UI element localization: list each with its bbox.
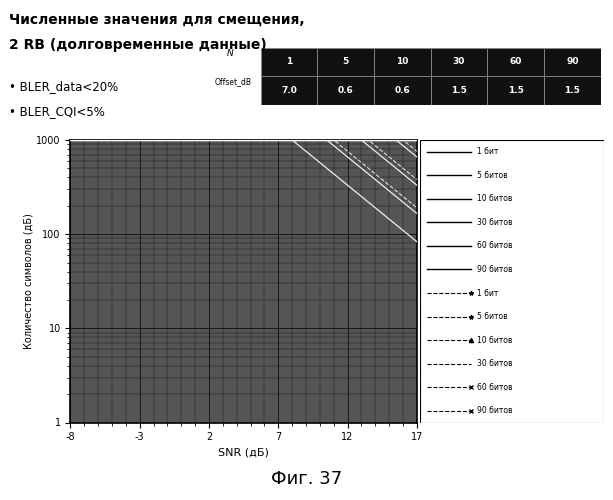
Bar: [430, 48, 487, 76]
Text: 30 битов: 30 битов: [477, 359, 512, 368]
Text: 2 RB (долговременные данные): 2 RB (долговременные данные): [9, 38, 267, 52]
Text: • BLER_data<20%: • BLER_data<20%: [9, 80, 118, 93]
Text: 1 бит: 1 бит: [477, 288, 498, 298]
Bar: [318, 76, 374, 105]
Text: Фиг. 37: Фиг. 37: [271, 470, 342, 488]
Text: 30 битов: 30 битов: [477, 218, 512, 227]
X-axis label: SNR (дБ): SNR (дБ): [218, 448, 269, 458]
Text: 90: 90: [566, 58, 579, 66]
Text: 60 битов: 60 битов: [477, 242, 512, 250]
Bar: [544, 48, 601, 76]
Bar: [430, 76, 487, 105]
Text: • BLER_CQI<5%: • BLER_CQI<5%: [9, 105, 105, 118]
Text: 1.5: 1.5: [451, 86, 467, 95]
Text: 90 битов: 90 битов: [477, 406, 512, 415]
Bar: [544, 76, 601, 105]
Text: Offset_dB: Offset_dB: [215, 77, 251, 86]
Text: 10 битов: 10 битов: [477, 194, 512, 203]
Text: 1.5: 1.5: [508, 86, 524, 95]
Text: 0.6: 0.6: [394, 86, 410, 95]
Text: 7.0: 7.0: [281, 86, 297, 95]
Text: Численные значения для смещения,: Численные значения для смещения,: [9, 12, 305, 26]
Text: 10: 10: [396, 58, 408, 66]
Bar: [261, 76, 318, 105]
Text: 5 битов: 5 битов: [477, 312, 508, 321]
Bar: [487, 76, 544, 105]
Text: 30: 30: [453, 58, 465, 66]
Text: 5: 5: [343, 58, 349, 66]
Bar: [318, 48, 374, 76]
Text: 5 битов: 5 битов: [477, 171, 508, 180]
Bar: [374, 48, 430, 76]
Bar: [261, 48, 318, 76]
Text: N: N: [227, 48, 234, 58]
Text: 1.5: 1.5: [565, 86, 581, 95]
Y-axis label: Количество символов (дБ): Количество символов (дБ): [23, 214, 34, 349]
Text: 90 битов: 90 битов: [477, 265, 512, 274]
Text: 60: 60: [509, 58, 522, 66]
Text: 60 битов: 60 битов: [477, 382, 512, 392]
Text: 0.6: 0.6: [338, 86, 354, 95]
Text: 1: 1: [286, 58, 292, 66]
Text: 1 бит: 1 бит: [477, 148, 498, 156]
Text: 10 битов: 10 битов: [477, 336, 512, 344]
Bar: [374, 76, 430, 105]
Bar: [487, 48, 544, 76]
